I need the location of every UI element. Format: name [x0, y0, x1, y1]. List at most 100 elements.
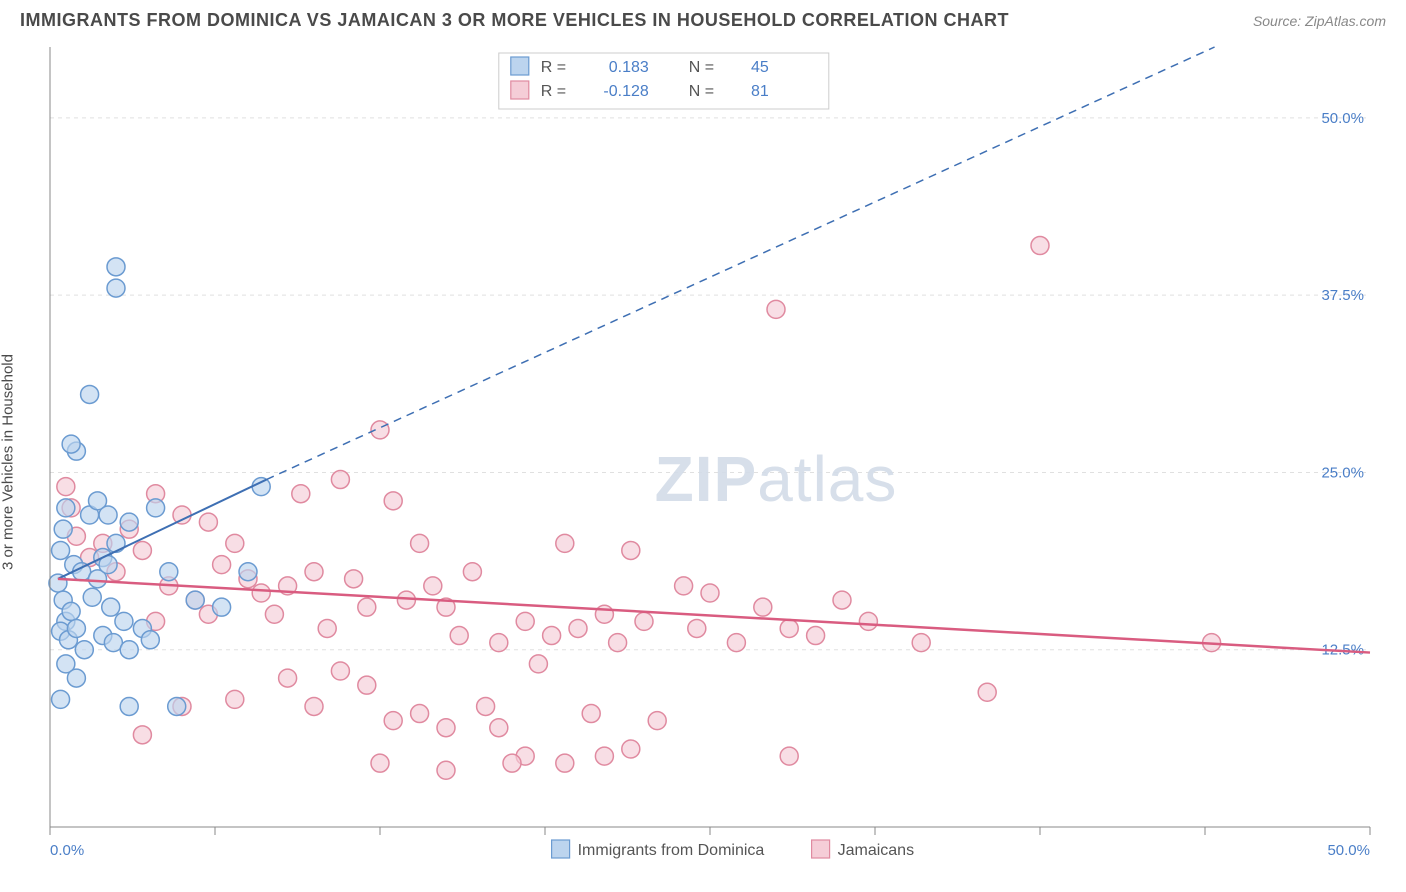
y-axis-label: 3 or more Vehicles in Household — [0, 354, 17, 570]
scatter-point — [384, 712, 402, 730]
scatter-point — [265, 605, 283, 623]
scatter-point — [437, 719, 455, 737]
scatter-point — [213, 556, 231, 574]
y-tick-label: 37.5% — [1321, 287, 1364, 304]
scatter-point — [252, 584, 270, 602]
legend-n-label: N = — [689, 83, 714, 100]
scatter-point — [556, 534, 574, 552]
scatter-point — [529, 655, 547, 673]
scatter-point — [305, 697, 323, 715]
chart-title: IMMIGRANTS FROM DOMINICA VS JAMAICAN 3 O… — [20, 10, 1009, 31]
scatter-point — [358, 598, 376, 616]
scatter-point — [305, 563, 323, 581]
scatter-point — [1031, 237, 1049, 255]
bottom-legend-swatch-2 — [812, 840, 830, 858]
legend-n-label: N = — [689, 59, 714, 76]
legend-swatch — [511, 57, 529, 75]
scatter-point — [595, 747, 613, 765]
scatter-point — [62, 435, 80, 453]
scatter-point — [556, 754, 574, 772]
legend-swatch — [511, 81, 529, 99]
scatter-point — [279, 669, 297, 687]
scatter-point — [67, 669, 85, 687]
scatter-point — [81, 385, 99, 403]
scatter-point — [397, 591, 415, 609]
scatter-point — [318, 619, 336, 637]
scatter-point — [622, 740, 640, 758]
legend-r-label: R = — [541, 83, 566, 100]
legend-n-value: 81 — [751, 83, 769, 100]
scatter-point — [67, 619, 85, 637]
legend-r-value: -0.128 — [603, 83, 648, 100]
scatter-point — [213, 598, 231, 616]
legend-r-value: 0.183 — [609, 59, 649, 76]
scatter-point — [147, 499, 165, 517]
scatter-point — [780, 747, 798, 765]
scatter-point — [186, 591, 204, 609]
scatter-point — [411, 534, 429, 552]
scatter-point — [133, 726, 151, 744]
scatter-chart-svg: 12.5%25.0%37.5%50.0%ZIPatlas0.0%50.0%R =… — [0, 37, 1406, 887]
scatter-point — [83, 588, 101, 606]
x-tick-min: 0.0% — [50, 842, 84, 859]
scatter-point — [345, 570, 363, 588]
scatter-point — [120, 513, 138, 531]
scatter-point — [133, 541, 151, 559]
scatter-point — [912, 634, 930, 652]
scatter-point — [168, 697, 186, 715]
scatter-point — [609, 634, 627, 652]
scatter-point — [57, 499, 75, 517]
scatter-point — [120, 697, 138, 715]
bottom-legend-label-1: Immigrants from Dominica — [578, 842, 765, 859]
scatter-point — [727, 634, 745, 652]
scatter-point — [688, 619, 706, 637]
scatter-point — [477, 697, 495, 715]
scatter-point — [226, 534, 244, 552]
x-tick-max: 50.0% — [1327, 842, 1370, 859]
scatter-point — [569, 619, 587, 637]
scatter-point — [226, 690, 244, 708]
scatter-point — [107, 279, 125, 297]
scatter-point — [239, 563, 257, 581]
scatter-point — [635, 612, 653, 630]
bottom-legend-swatch-1 — [552, 840, 570, 858]
scatter-point — [199, 513, 217, 531]
scatter-point — [767, 300, 785, 318]
scatter-point — [358, 676, 376, 694]
scatter-point — [543, 627, 561, 645]
scatter-point — [490, 634, 508, 652]
scatter-point — [173, 506, 191, 524]
scatter-point — [107, 534, 125, 552]
scatter-point — [107, 258, 125, 276]
scatter-point — [675, 577, 693, 595]
scatter-point — [780, 619, 798, 637]
scatter-point — [331, 662, 349, 680]
scatter-point — [141, 631, 159, 649]
y-tick-label: 50.0% — [1321, 110, 1364, 127]
scatter-point — [54, 520, 72, 538]
legend-r-label: R = — [541, 59, 566, 76]
scatter-point — [62, 602, 80, 620]
scatter-point — [833, 591, 851, 609]
scatter-point — [371, 754, 389, 772]
scatter-point — [648, 712, 666, 730]
scatter-point — [437, 761, 455, 779]
scatter-point — [99, 506, 117, 524]
trend-line-dominica-dash — [266, 47, 1214, 480]
scatter-point — [701, 584, 719, 602]
scatter-point — [160, 563, 178, 581]
scatter-point — [292, 485, 310, 503]
scatter-point — [52, 541, 70, 559]
scatter-point — [622, 541, 640, 559]
scatter-point — [450, 627, 468, 645]
scatter-point — [516, 612, 534, 630]
scatter-point — [424, 577, 442, 595]
scatter-point — [978, 683, 996, 701]
chart-area: 3 or more Vehicles in Household 12.5%25.… — [0, 37, 1406, 887]
scatter-point — [115, 612, 133, 630]
source-label: Source: ZipAtlas.com — [1253, 13, 1386, 29]
scatter-point — [582, 705, 600, 723]
scatter-point — [384, 492, 402, 510]
watermark: ZIPatlas — [655, 443, 898, 515]
scatter-point — [754, 598, 772, 616]
